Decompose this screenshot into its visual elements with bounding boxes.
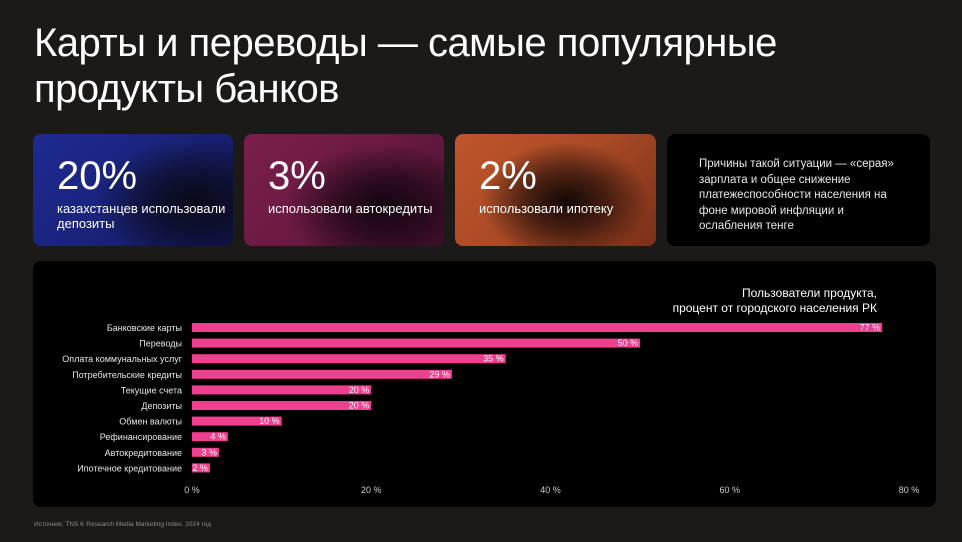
bar [192, 463, 210, 473]
category-label: Текущие счета [121, 385, 182, 395]
bar [192, 385, 372, 395]
bar [192, 323, 883, 332]
bar-chart: Пользователи продукта,процент от городск… [62, 286, 920, 495]
page-title: Карты и переводы — самые популярные прод… [34, 21, 777, 111]
bar-value-label: 50 % [618, 338, 639, 348]
stat-description: казахстанцев использовали депозиты [57, 201, 226, 231]
note-text: Причины такой ситуации — «серая» зарплат… [699, 158, 894, 232]
x-tick-label: 20 % [361, 485, 382, 495]
bar [192, 369, 452, 379]
x-tick-label: 0 % [184, 485, 200, 495]
bar-value-label: 2 % [192, 463, 208, 473]
category-label: Потребительские кредиты [72, 370, 182, 380]
stat-description: использовали ипотеку [479, 201, 614, 216]
bar [192, 338, 641, 348]
category-label: Ипотечное кредитование [77, 463, 182, 473]
stat-value: 3% [268, 154, 326, 198]
category-label: Автокредитование [105, 448, 182, 458]
chart-title-line: Пользователи продукта, [742, 286, 877, 300]
chart-title-line: процент от городского населения РК [673, 301, 877, 315]
note-card: Причины такой ситуации — «серая» зарплат… [667, 134, 930, 246]
bar-value-label: 3 % [201, 447, 217, 457]
bar [192, 401, 372, 410]
category-label: Обмен валюты [119, 417, 182, 427]
bar-value-label: 29 % [429, 369, 450, 379]
bar [192, 432, 228, 442]
chart-panel: Пользователи продукта, процент от городск… [33, 261, 936, 507]
x-tick-label: 40 % [540, 485, 561, 495]
category-label: Рефинансирование [100, 432, 182, 442]
bar [192, 416, 282, 426]
stat-description: использовали автокредиты [268, 201, 433, 216]
bar-value-label: 77 % [860, 323, 881, 333]
stat-card-mortgage: 2% использовали ипотеку [455, 134, 656, 246]
stat-card-autoloans: 3% использовали автокредиты [244, 134, 444, 246]
x-tick-label: 80 % [899, 485, 920, 495]
stat-card-deposits: 20% казахстанцев использовали депозиты [33, 134, 233, 246]
bar [192, 354, 506, 364]
source-note: Источник: TNS K Research Media Marketing… [34, 521, 212, 528]
category-label: Переводы [139, 339, 182, 349]
bar-value-label: 20 % [349, 385, 370, 395]
x-tick-label: 60 % [719, 485, 740, 495]
category-label: Депозиты [141, 401, 182, 411]
bar-value-label: 20 % [349, 401, 370, 411]
category-label: Оплата коммунальных услуг [62, 354, 182, 364]
bar-value-label: 10 % [259, 416, 280, 426]
bar-value-label: 4 % [210, 432, 226, 442]
bar-value-label: 35 % [483, 354, 504, 364]
stat-value: 2% [479, 154, 537, 198]
bar [192, 447, 219, 457]
category-label: Банковские карты [107, 323, 182, 333]
stat-value: 20% [57, 154, 138, 198]
